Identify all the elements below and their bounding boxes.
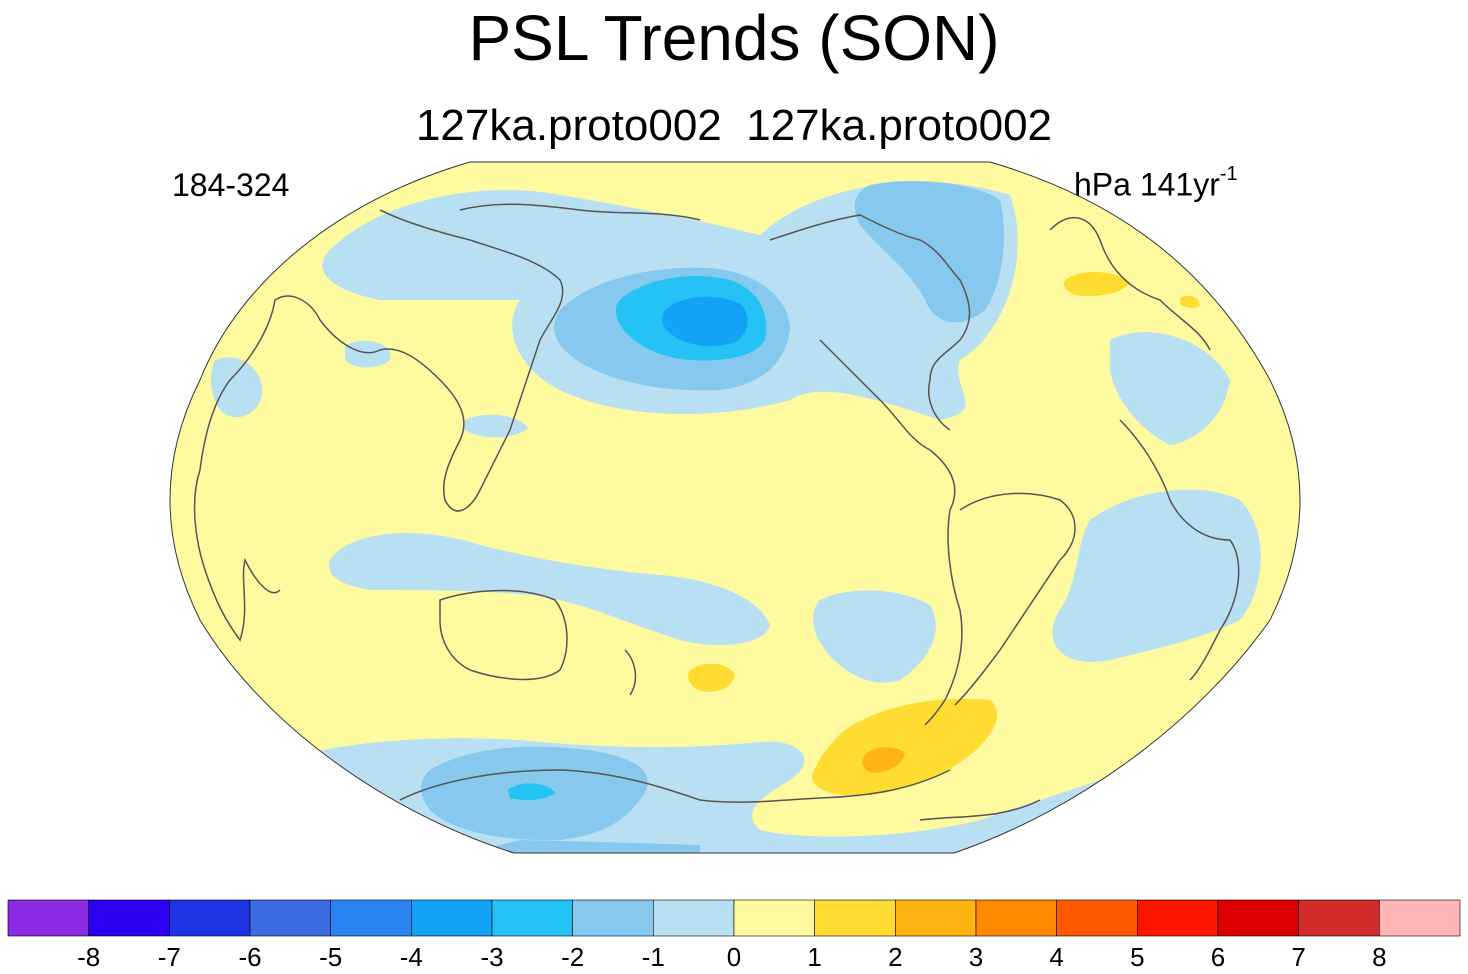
colorbar-tick-label: -4 (400, 942, 423, 972)
colorbar-tick-label: -6 (238, 942, 261, 972)
colorbar-box (895, 899, 977, 937)
colorbar-box (249, 899, 331, 937)
colorbar-box (975, 899, 1057, 937)
colorbar-tick-label: 5 (1130, 942, 1144, 972)
colorbar-box (491, 899, 573, 937)
units-text: hPa 141yr (1074, 166, 1220, 203)
units-exponent: -1 (1219, 163, 1238, 185)
colorbar-box (411, 899, 493, 937)
map-subtitle: 127ka.proto002 127ka.proto002 (0, 100, 1468, 152)
colorbar-tick-label: 1 (807, 942, 821, 972)
colorbar-tick-label: 7 (1291, 942, 1305, 972)
colorbar-tick-label: 2 (888, 942, 902, 972)
colorbar-box (733, 899, 815, 937)
colorbar-tick-label: 0 (727, 942, 741, 972)
colorbar-tick-label: -1 (642, 942, 665, 972)
colorbar-tick-label: 8 (1372, 942, 1386, 972)
colorbar-box (1056, 899, 1138, 937)
units-label: hPa 141yr-1 (1074, 158, 1238, 205)
colorbar-labels: -8 -7 -6 -5 -4 -3 -2 -1 0 1 2 3 4 5 6 7 8 (77, 942, 1386, 972)
colorbar-box (169, 899, 251, 937)
colorbar-box (1379, 899, 1461, 937)
pos1-regions (688, 271, 1200, 796)
colorbar-tick-label: 6 (1211, 942, 1225, 972)
colorbar-tick-label: -8 (77, 942, 100, 972)
neg4-region (662, 296, 748, 347)
colorbar-tick-label: -3 (480, 942, 503, 972)
colorbar-box (814, 899, 896, 937)
colorbar-boxes (7, 899, 1461, 937)
colorbar-box (653, 899, 735, 937)
globe-outline (169, 161, 1301, 854)
coastlines (193, 203, 1240, 821)
colorbar-box (1137, 899, 1219, 937)
colorbar-box (330, 899, 412, 937)
map-title: PSL Trends (SON) (468, 2, 1000, 74)
neg3-region-south (508, 783, 555, 800)
colorbar-tick-label: -5 (319, 942, 342, 972)
period-label: 184-324 (172, 167, 290, 203)
colorbar-box (1298, 899, 1380, 937)
colorbar-box (1217, 899, 1299, 937)
colorbar-tick-label: -2 (561, 942, 584, 972)
colorbar-tick-label: 4 (1049, 942, 1063, 972)
colorbar-box (572, 899, 654, 937)
colorbar: -8 -7 -6 -5 -4 -3 -2 -1 0 1 2 3 4 5 6 7 8 (7, 899, 1461, 972)
colorbar-box (88, 899, 170, 937)
colorbar-tick-label: 3 (969, 942, 983, 972)
subtitle-left: 127ka.proto002 (415, 101, 722, 150)
colorbar-tick-label: -7 (158, 942, 181, 972)
colorbar-box (7, 899, 89, 937)
trend-map (169, 161, 1301, 854)
subtitle-right: 127ka.proto002 (746, 101, 1053, 150)
pos2-region (862, 747, 905, 773)
